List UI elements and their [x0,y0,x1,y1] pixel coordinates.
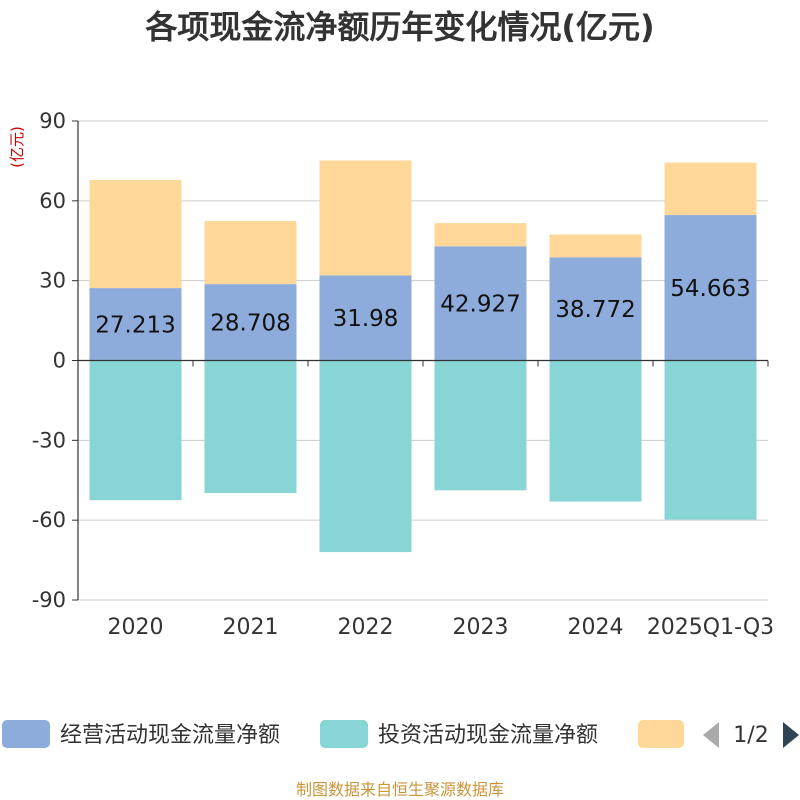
legend-prev-page-icon[interactable] [703,722,719,748]
grid-lines [78,120,768,601]
legend-swatch-third[interactable] [638,720,684,748]
axes: 90 60 30 0 -30 -60 -90 2020 2021 2022 2023 2024 2025… [32,109,774,640]
xtick-label-2024: 2024 [568,615,624,640]
bar-s0-2024 [549,257,642,361]
data-label-2024: 38.772 [555,297,635,323]
ytick-label-0: 0 [53,349,66,373]
xtick-label-2025Q1-Q3: 2025Q1-Q3 [647,615,774,640]
ytick-label-30: 30 [39,269,66,293]
data-label-2020: 27.213 [95,312,175,338]
chart-title: 各项现金流净额历年变化情况(亿元) [145,8,654,46]
bar-s2-2024 [549,234,642,258]
data-label-2025Q1-Q3: 54.663 [670,276,750,302]
legend-page-indicator: 1/2 [733,723,768,748]
unit-label: (亿元) [8,126,26,168]
bars [89,160,757,553]
bar-s1-2025Q1-Q3 [664,360,757,520]
bar-s0-2023 [434,246,527,361]
bar-s0-2021 [204,284,297,361]
bar-s2-2020 [89,180,182,289]
legend-swatch-operating[interactable] [2,720,50,748]
ytick-label-90: 90 [39,109,66,133]
source-note: 制图数据来自恒生聚源数据库 [296,780,504,799]
ytick-label-60: 60 [39,189,66,213]
bar-s2-2022 [319,160,412,276]
legend: 经营活动现金流量净额 投资活动现金流量净额 1/2 [2,720,799,748]
bar-s2-2021 [204,221,297,285]
bar-s1-2023 [434,360,527,491]
bar-s1-2024 [549,360,642,502]
xtick-label-2023: 2023 [453,615,509,640]
data-labels: 27.213 28.708 31.98 42.927 38.772 54.663 [95,276,750,339]
data-label-2021: 28.708 [210,310,290,336]
ytick-label--90: -90 [32,588,66,612]
xtick-label-2022: 2022 [338,615,394,640]
bar-s0-2022 [319,275,412,361]
data-label-2022: 31.98 [333,306,399,332]
legend-next-page-icon[interactable] [783,722,799,748]
legend-swatch-investing[interactable] [320,720,368,748]
legend-label-investing[interactable]: 投资活动现金流量净额 [378,723,598,748]
bar-s0-2020 [89,288,182,361]
legend-label-operating[interactable]: 经营活动现金流量净额 [60,723,280,748]
data-label-2023: 42.927 [440,291,520,317]
bar-s1-2021 [204,360,297,494]
ytick-label--60: -60 [32,508,66,532]
xtick-label-2021: 2021 [223,615,279,640]
bar-s1-2022 [319,360,412,553]
bar-s2-2023 [434,223,527,247]
bar-s1-2020 [89,360,182,501]
bar-s2-2025Q1-Q3 [664,162,757,216]
xtick-label-2020: 2020 [108,615,164,640]
bar-s0-2025Q1-Q3 [664,215,757,361]
ytick-label--30: -30 [32,428,66,452]
